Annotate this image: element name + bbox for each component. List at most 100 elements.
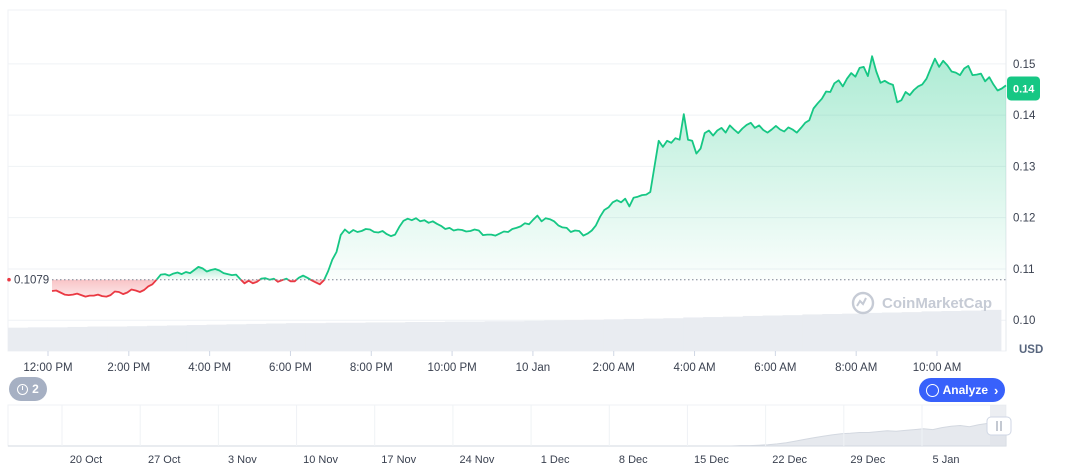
volume-bar — [623, 318, 644, 351]
y-tick-label: 0.13 — [1013, 161, 1035, 173]
navigator-tick-label: 1 Dec — [541, 454, 570, 466]
volume-bar — [345, 322, 366, 351]
y-tick-label: 0.14 — [1013, 110, 1036, 122]
current-price-badge: 0.14 — [1007, 76, 1040, 101]
volume-bar — [921, 311, 942, 351]
x-tick-label: 8:00 AM — [835, 362, 877, 374]
volume-bar — [722, 316, 744, 351]
volume-bar — [782, 315, 803, 351]
volume-bar — [147, 325, 168, 351]
navigator-series — [8, 420, 1007, 447]
reference-dot — [7, 277, 11, 282]
y-axis: 0.10 0.11 0.12 0.13 0.14 0.15 — [1013, 59, 1036, 327]
volume-bar — [504, 321, 525, 351]
volume-bar — [405, 322, 426, 351]
current-price-label: 0.14 — [1013, 83, 1035, 95]
history-button[interactable]: 2 — [9, 377, 47, 401]
area-above-reference — [296, 275, 311, 280]
price-line-up — [155, 266, 242, 281]
watermark-text: CoinMarketCap — [882, 295, 992, 312]
volume-bar — [305, 323, 327, 351]
navigator-tick-label: 20 Oct — [70, 454, 102, 466]
x-tick-label: 4:00 AM — [673, 362, 715, 374]
volume-bar — [425, 322, 446, 351]
area-below-reference — [52, 279, 157, 297]
navigator[interactable]: 20 Oct 27 Oct 3 Nov 10 Nov 17 Nov 24 Nov 1 Dec… — [7, 404, 1012, 466]
volume-bar — [246, 323, 267, 351]
watermark: CoinMarketCap — [851, 291, 992, 315]
volume-bar — [703, 317, 724, 351]
volume-bar — [683, 317, 704, 351]
price-line-up — [259, 277, 276, 281]
volume-bar — [544, 320, 565, 351]
price-line-down — [240, 278, 261, 285]
navigator-tick-label: 5 Jan — [933, 454, 960, 466]
volume-bar — [603, 319, 625, 351]
x-tick-label: 2:00 PM — [107, 362, 150, 374]
y-tick-label: 0.10 — [1013, 315, 1035, 327]
price-line-up — [323, 55, 1007, 281]
price-line-down — [274, 278, 284, 283]
volume-bar — [286, 323, 307, 351]
x-tick-label: 8:00 PM — [350, 362, 393, 374]
navigator-tick-label: 22 Dec — [772, 454, 807, 466]
volume-bar — [365, 322, 386, 351]
y-tick-label: 0.12 — [1013, 213, 1035, 225]
volume-bar — [961, 310, 982, 351]
volume-bar — [583, 319, 605, 351]
volume-bar — [643, 318, 664, 351]
volume-bar — [107, 326, 128, 351]
history-icon — [17, 383, 29, 395]
x-tick-label: 2:00 AM — [593, 362, 635, 374]
volume-bar — [206, 324, 227, 351]
volume-bar — [27, 327, 49, 351]
volume-bar — [881, 312, 903, 351]
navigator-tick-label: 24 Nov — [459, 454, 494, 466]
volume-bar — [186, 325, 207, 351]
volume-bar — [127, 326, 148, 351]
navigator-tick-label: 27 Oct — [148, 454, 180, 466]
y-tick-label: 0.11 — [1013, 264, 1035, 276]
price-line-up — [295, 274, 312, 281]
analyze-button[interactable]: Analyze › — [919, 378, 1005, 402]
price-line-down — [51, 279, 158, 298]
price-line-down — [287, 278, 298, 283]
volume-bar — [861, 312, 883, 351]
price-area — [52, 56, 1006, 297]
volume-bar — [444, 321, 466, 351]
navigator-tick-label: 3 Nov — [228, 454, 257, 466]
area-above-reference — [156, 266, 241, 280]
volume-bar — [47, 327, 68, 351]
x-tick-label: 10:00 AM — [913, 362, 962, 374]
navigator-handle[interactable] — [986, 416, 1012, 436]
x-tick-label: 6:00 PM — [269, 362, 312, 374]
x-tick-label: 10 Jan — [516, 362, 551, 374]
analyze-icon — [925, 383, 939, 397]
volume-bar — [464, 321, 486, 351]
volume-bar — [564, 320, 585, 351]
volume-bar — [8, 327, 29, 351]
volume-bars — [8, 309, 1002, 351]
volume-bar — [742, 315, 764, 351]
volume-bar — [385, 322, 406, 351]
volume-bar — [484, 321, 505, 351]
analyze-label: Analyze — [942, 383, 988, 397]
unit-label: USD — [1019, 344, 1043, 356]
x-axis: 12:00 PM 2:00 PM 4:00 PM 6:00 PM 8:00 PM 10:0… — [23, 351, 961, 374]
volume-bar — [266, 323, 287, 351]
volume-bar — [981, 309, 1002, 351]
volume-bar — [822, 314, 843, 351]
volume-bar — [325, 322, 347, 351]
x-tick-label: 6:00 AM — [754, 362, 796, 374]
volume-bar — [87, 326, 108, 351]
navigator-tick-label: 15 Dec — [694, 454, 729, 466]
volume-bar — [226, 324, 247, 351]
y-tick-label: 0.15 — [1013, 59, 1035, 71]
volume-bar — [802, 314, 823, 351]
reference-line: 0.1079 — [7, 275, 1006, 287]
volume-bar — [524, 320, 545, 351]
volume-bar — [941, 310, 962, 351]
volume-bar — [67, 326, 88, 351]
history-count: 2 — [32, 382, 39, 396]
